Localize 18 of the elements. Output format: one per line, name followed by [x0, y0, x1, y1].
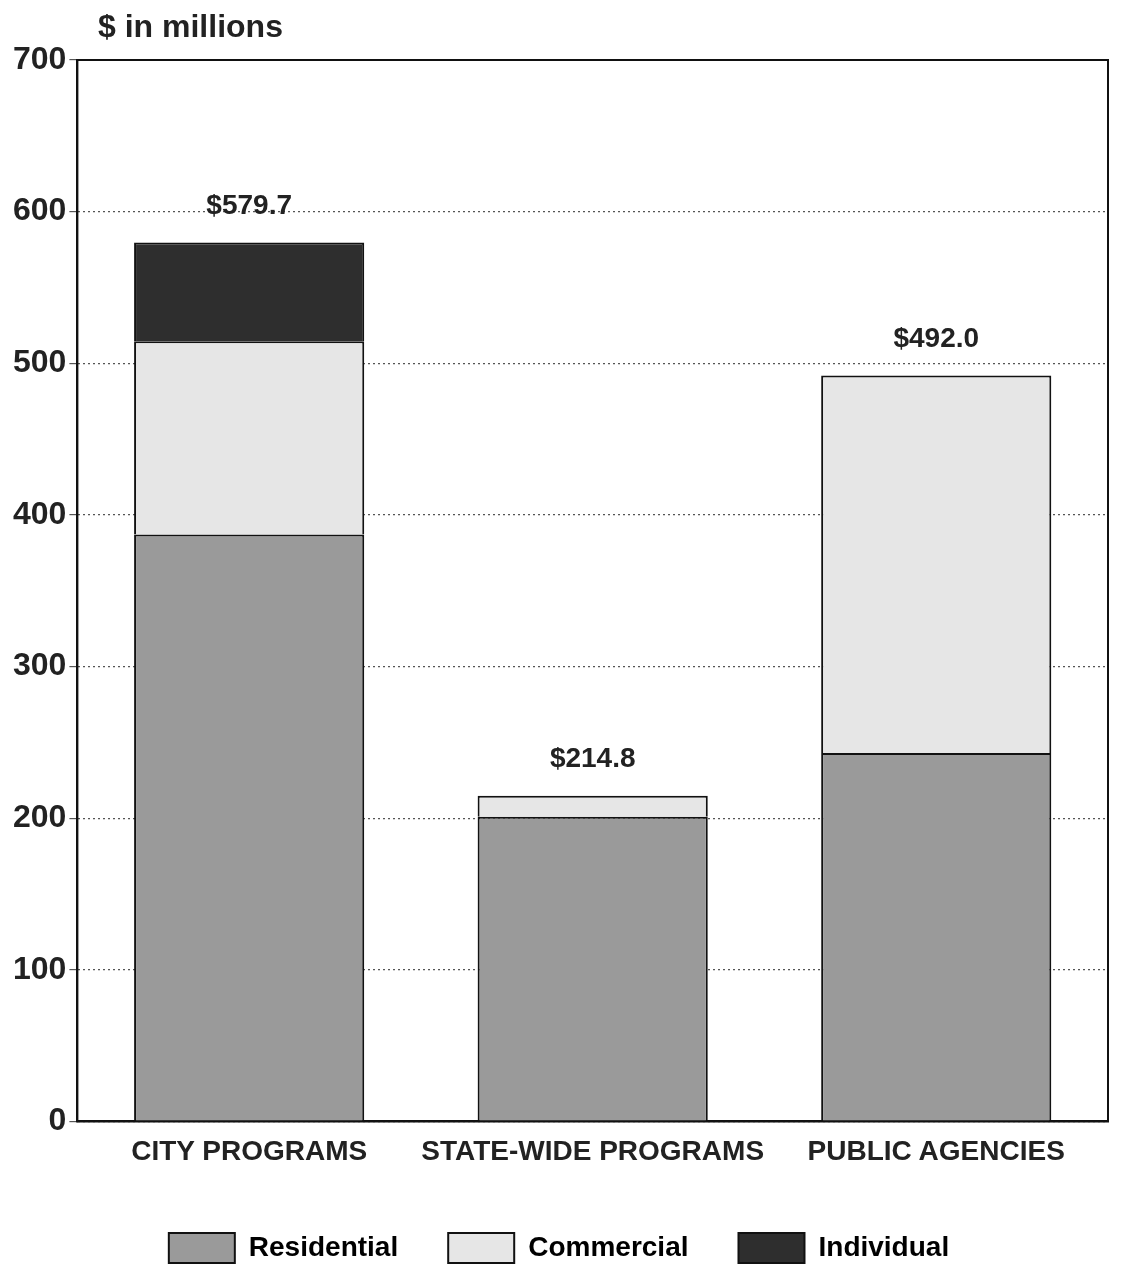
total-label: $579.7	[206, 189, 292, 221]
total-label: $214.8	[549, 742, 636, 774]
legend-label: Individual	[818, 1230, 950, 1262]
y-tick-label: 300	[13, 646, 67, 683]
y-tick-label: 100	[13, 949, 67, 986]
y-tick-label: 0	[48, 1101, 67, 1138]
legend-label: Residential	[248, 1230, 399, 1262]
y-tick-label: 600	[13, 191, 67, 228]
y-tick-label: 200	[13, 797, 67, 834]
y-tick-label: 500	[13, 343, 67, 380]
x-tick-label: CITY PROGRAMS	[131, 1134, 368, 1166]
y-tick-label: 700	[13, 39, 67, 76]
y-tick-label: 400	[13, 494, 67, 531]
x-tick-label: PUBLIC AGENCIES	[807, 1134, 1065, 1166]
legend-label: Commercial	[528, 1230, 689, 1262]
total-label: $492.0	[893, 322, 980, 354]
y-axis-title: $ in millions	[98, 8, 283, 45]
x-tick-label: STATE-WIDE PROGRAMS	[421, 1134, 765, 1166]
